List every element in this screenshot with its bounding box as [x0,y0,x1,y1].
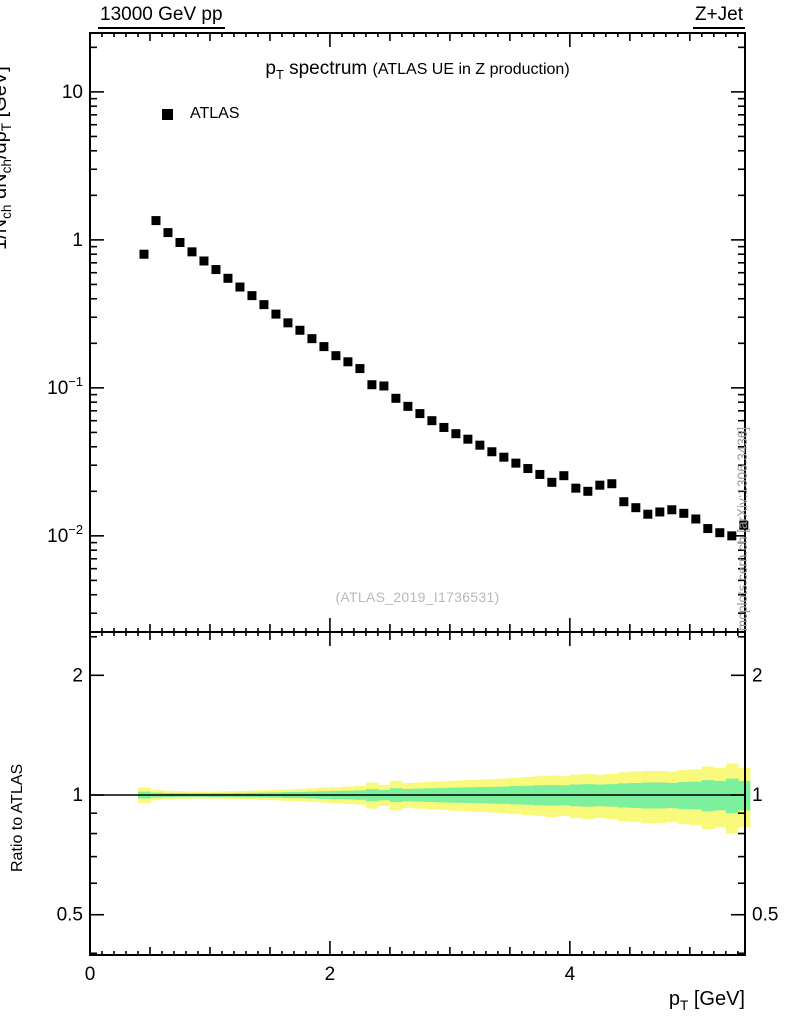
x-axis-title: pT [GeV] [668,988,745,1013]
legend-marker-square [162,108,173,120]
process-label: Z+Jet [692,4,745,29]
y-axis-title: 1/Nch dNch/dpT [GeV] [0,66,14,250]
ratio-axis-title: Ratio to ATLAS [9,763,26,872]
plot-title: pT spectrum (ATLAS UE in Z production) [90,58,745,82]
legend: ATLAS [162,105,240,123]
plot-title-qualifier: (ATLAS UE in Z production) [372,61,570,78]
svg-text:1: 1 [72,785,83,806]
svg-text:10: 10 [62,82,83,103]
svg-text:0: 0 [85,964,96,985]
spectrum-markers [139,216,749,541]
svg-text:4: 4 [565,964,576,985]
panel-frames [89,32,746,956]
svg-text:0.5: 0.5 [57,905,83,926]
svg-text:1: 1 [72,230,83,251]
svg-text:0.5: 0.5 [752,905,778,926]
svg-text:2: 2 [325,964,336,985]
analysis-id-watermark: (ATLAS_2019_I1736531) [335,589,500,605]
svg-text:10−1: 10−1 [47,374,83,399]
svg-text:2: 2 [72,665,83,686]
svg-text:2: 2 [752,665,763,686]
plot-title-main: pT spectrum [265,58,368,82]
beam-energy-label: 13000 GeV pp [98,4,225,29]
axis-ticks [89,33,745,955]
tick-labels: 10 1 10−1 10−2 0.5 0.5 1 1 2 2 0 2 4 [47,82,778,985]
svg-text:10−2: 10−2 [47,522,83,547]
svg-text:1: 1 [752,785,763,806]
legend-label: ATLAS [190,105,240,122]
